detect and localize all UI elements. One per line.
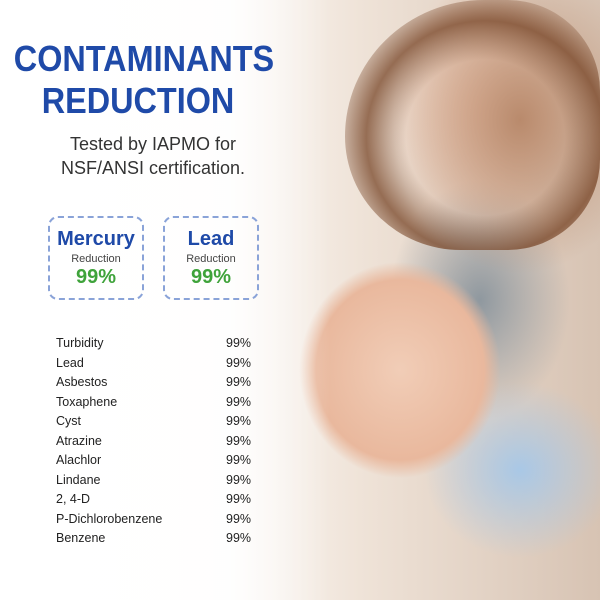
mercury-card: Mercury Reduction 99% — [48, 216, 144, 300]
card-value: 99% — [75, 266, 117, 288]
contaminant-value: 99% — [226, 472, 252, 487]
card-name: Lead — [187, 228, 235, 250]
list-item: Cyst 99% — [56, 412, 256, 432]
list-item: Toxaphene 99% — [56, 393, 256, 413]
contaminant-name: P-Dichlorobenzene — [56, 511, 163, 526]
list-item: Turbidity 99% — [56, 334, 256, 354]
contaminant-value: 99% — [226, 336, 252, 350]
contaminant-name: Benzene — [56, 531, 106, 545]
contaminant-value: 99% — [226, 414, 252, 428]
contaminant-value: 99% — [226, 375, 252, 389]
card-label: Reduction — [71, 253, 121, 265]
card-value: 99% — [190, 266, 232, 288]
contaminant-list: Turbidity 99% Lead 99% Asbestos 99% Toxaphene 9… — [56, 334, 256, 549]
list-item: Atrazine 99% — [56, 432, 256, 452]
contaminant-name: Lead — [56, 355, 84, 370]
contaminant-name: Alachlor — [56, 453, 102, 467]
contaminant-value: 99% — [226, 394, 252, 409]
photo-hair-shading — [345, 0, 600, 250]
contaminant-value: 99% — [226, 453, 252, 467]
subtitle-line2: NSF/ANSI certification. — [60, 158, 246, 178]
list-item: Lindane 99% — [56, 471, 256, 491]
contaminant-value: 99% — [226, 433, 252, 448]
subtitle-line1: Tested by IAPMO for — [69, 134, 237, 154]
list-item: Asbestos 99% — [56, 373, 256, 393]
background-fade — [0, 0, 330, 600]
subtitle: Tested by IAPMO for NSF/ANSI certificati… — [0, 132, 306, 180]
contaminant-name: Cyst — [56, 414, 81, 428]
list-item: Benzene 99% — [56, 529, 256, 549]
contaminant-name: Lindane — [56, 472, 101, 487]
contaminant-name: 2, 4-D — [56, 492, 91, 506]
contaminant-value: 99% — [226, 511, 252, 526]
contaminant-name: Asbestos — [56, 375, 108, 389]
contaminant-name: Turbidity — [56, 336, 104, 350]
card-name: Mercury — [57, 228, 135, 250]
list-item: Alachlor 99% — [56, 451, 256, 471]
page-title-line1: CONTAMINANTS — [13, 38, 275, 79]
contaminant-name: Atrazine — [56, 433, 102, 448]
list-item: Lead 99% — [56, 354, 256, 374]
contaminant-name: Toxaphene — [56, 394, 118, 409]
card-label: Reduction — [186, 253, 236, 265]
page-title-line2: REDUCTION — [41, 80, 235, 121]
list-item: 2, 4-D 99% — [56, 490, 256, 510]
contaminant-value: 99% — [226, 492, 252, 506]
contaminant-value: 99% — [226, 355, 252, 370]
contaminant-value: 99% — [226, 531, 252, 545]
list-item: P-Dichlorobenzene 99% — [56, 510, 256, 530]
lead-card: Lead Reduction 99% — [163, 216, 259, 300]
